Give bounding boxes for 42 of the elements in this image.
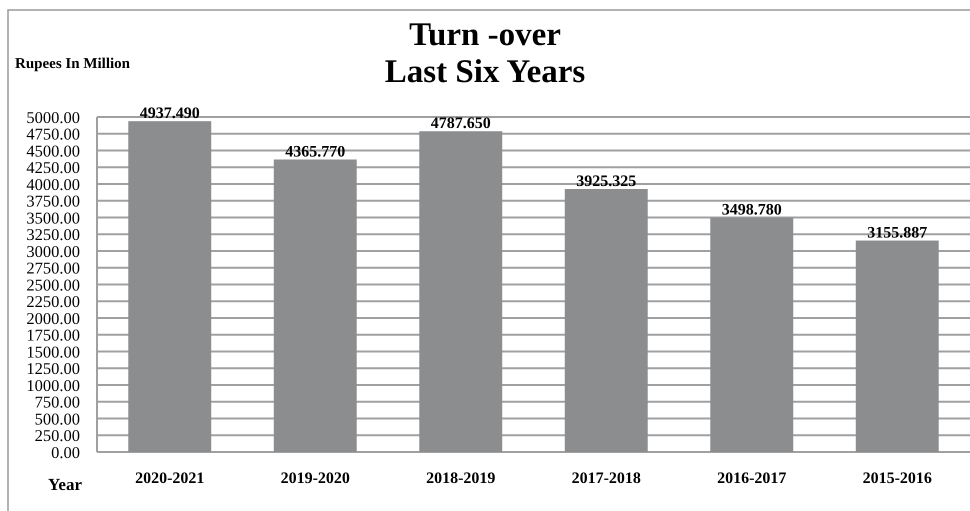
y-tick-label: 4500.00 bbox=[26, 141, 80, 160]
chart-title: Turn -over Last Six Years bbox=[384, 17, 586, 90]
y-tick-label: 5000.00 bbox=[26, 108, 80, 127]
y-tick-label: 2500.00 bbox=[26, 275, 80, 294]
y-tick-label: 750.00 bbox=[34, 392, 80, 412]
y-tick-label: 3750.00 bbox=[26, 192, 80, 211]
y-tick-label: 0.00 bbox=[51, 442, 80, 462]
bar bbox=[564, 189, 648, 452]
y-tick-label: 3500.00 bbox=[26, 208, 80, 228]
bar bbox=[274, 159, 357, 452]
data-label: 3925.325 bbox=[576, 173, 636, 190]
bar bbox=[128, 121, 212, 452]
bar bbox=[710, 218, 794, 452]
data-label: 3498.780 bbox=[722, 202, 782, 219]
y-tick-label: 2000.00 bbox=[26, 308, 80, 328]
data-label: 4937.490 bbox=[140, 105, 200, 122]
y-tick-label: 1500.00 bbox=[26, 342, 80, 362]
y-tick-label: 1750.00 bbox=[26, 326, 80, 345]
y-tick-label: 3250.00 bbox=[26, 225, 80, 244]
y-tick-label: 2750.00 bbox=[26, 258, 80, 278]
y-tick-label: 3000.00 bbox=[26, 242, 80, 261]
y-tick-label: 4000.00 bbox=[26, 174, 80, 194]
y-tick-label: 1000.00 bbox=[26, 376, 80, 395]
y-tick-label: 4750.00 bbox=[26, 124, 80, 144]
y-tick-label: 500.00 bbox=[34, 409, 80, 428]
data-label: 4365.770 bbox=[285, 143, 346, 160]
x-axis-title: Year bbox=[48, 475, 82, 494]
x-tick-label: 2019-2020 bbox=[280, 470, 350, 487]
y-tick-label: 1250.00 bbox=[26, 359, 80, 378]
y-axis-title: Rupees In Million bbox=[15, 56, 131, 72]
x-tick-label: 2020-2021 bbox=[135, 470, 204, 487]
x-tick-label: 2018-2019 bbox=[426, 470, 496, 487]
data-label: 3155.887 bbox=[867, 224, 928, 242]
bar bbox=[419, 131, 502, 452]
data-label: 4787.650 bbox=[430, 115, 491, 132]
x-tick-label: 2017-2018 bbox=[572, 470, 641, 487]
y-tick-label: 4250.00 bbox=[26, 158, 80, 178]
y-tick-label: 250.00 bbox=[34, 426, 80, 446]
x-tick-label: 2015-2016 bbox=[862, 470, 932, 487]
y-tick-label: 2250.00 bbox=[26, 292, 80, 312]
x-tick-label: 2016-2017 bbox=[717, 470, 786, 487]
bar bbox=[856, 240, 939, 452]
